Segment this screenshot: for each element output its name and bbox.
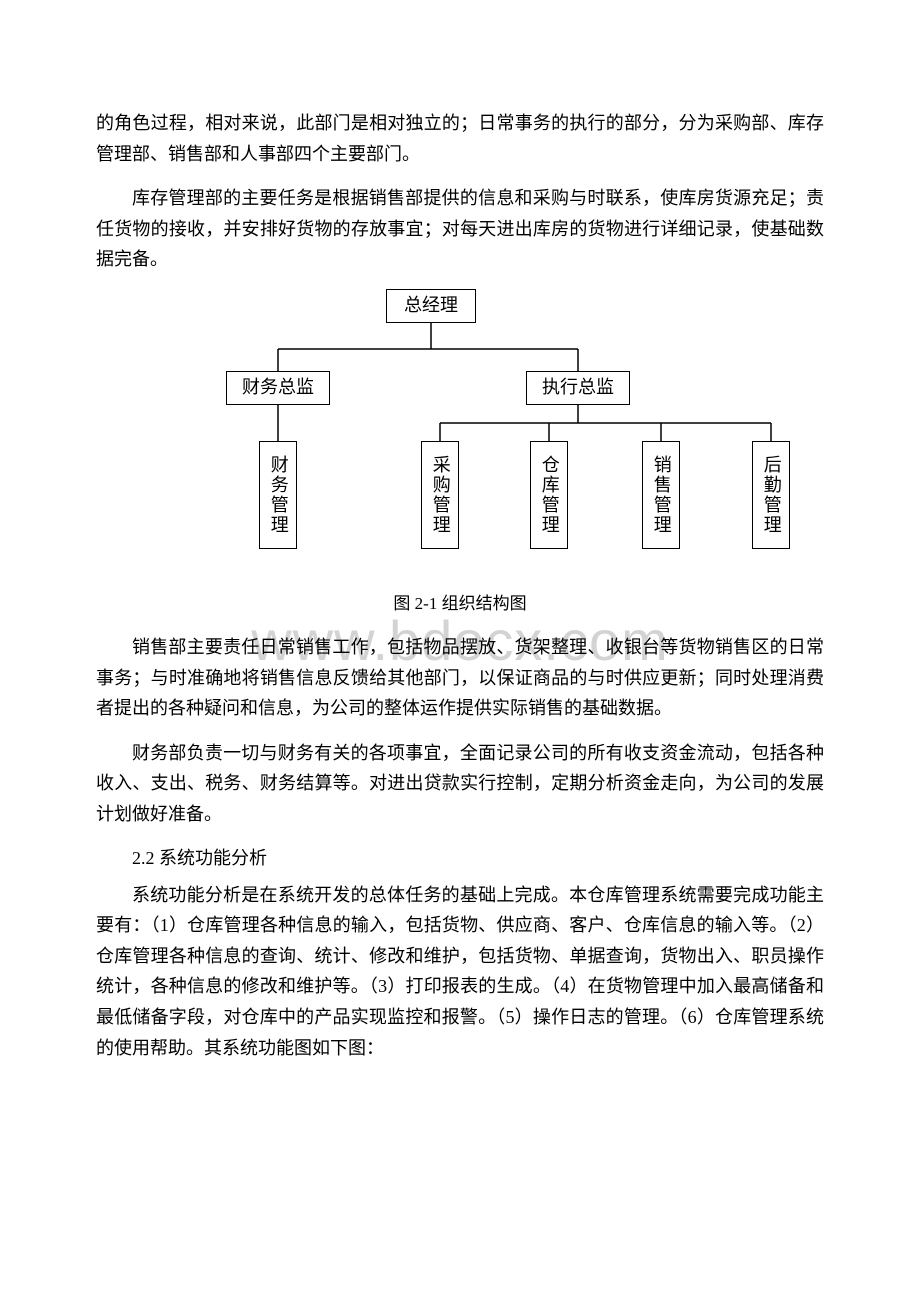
org-node-leaf_wh: 仓库管理 (530, 441, 568, 549)
paragraph-2: 库存管理部的主要任务是根据销售部提供的信息和采购与时联系，使库房货源充足；责任货… (96, 183, 824, 275)
chart-caption: 图 2-1 组织结构图 (96, 589, 824, 614)
org-node-leaf_sale: 销售管理 (642, 441, 680, 549)
org-node-leaf_log: 后勤管理 (752, 441, 790, 549)
org-node-fin_dir: 财务总监 (226, 371, 330, 405)
section-title-2-2: 2.2 系统功能分析 (96, 844, 824, 870)
org-chart: 总经理财务总监 执行总监财务管理 采购管理 仓库管理 销售管理 后勤管理 (96, 289, 826, 579)
org-chart-connectors (96, 289, 826, 579)
org-node-leaf_fin: 财务管理 (259, 441, 297, 549)
paragraph-3: 销售部主要责任日常销售工作，包括物品摆放、货架整理、收银台等货物销售区的日常事务… (96, 632, 824, 724)
org-node-root: 总经理 (386, 289, 476, 323)
org-node-leaf_buy: 采购管理 (421, 441, 459, 549)
org-node-exe_dir: 执行总监 (526, 371, 630, 405)
paragraph-4: 财务部负责一切与财务有关的各项事宜，全面记录公司的所有收支资金流动，包括各种收入… (96, 738, 824, 830)
document-content: 的角色过程，相对来说，此部门是相对独立的；日常事务的执行的部分，分为采购部、库存… (0, 0, 920, 1063)
paragraph-1: 的角色过程，相对来说，此部门是相对独立的；日常事务的执行的部分，分为采购部、库存… (96, 108, 824, 169)
paragraph-5: 系统功能分析是在系统开发的总体任务的基础上完成。本仓库管理系统需要完成功能主要有… (96, 880, 824, 1064)
